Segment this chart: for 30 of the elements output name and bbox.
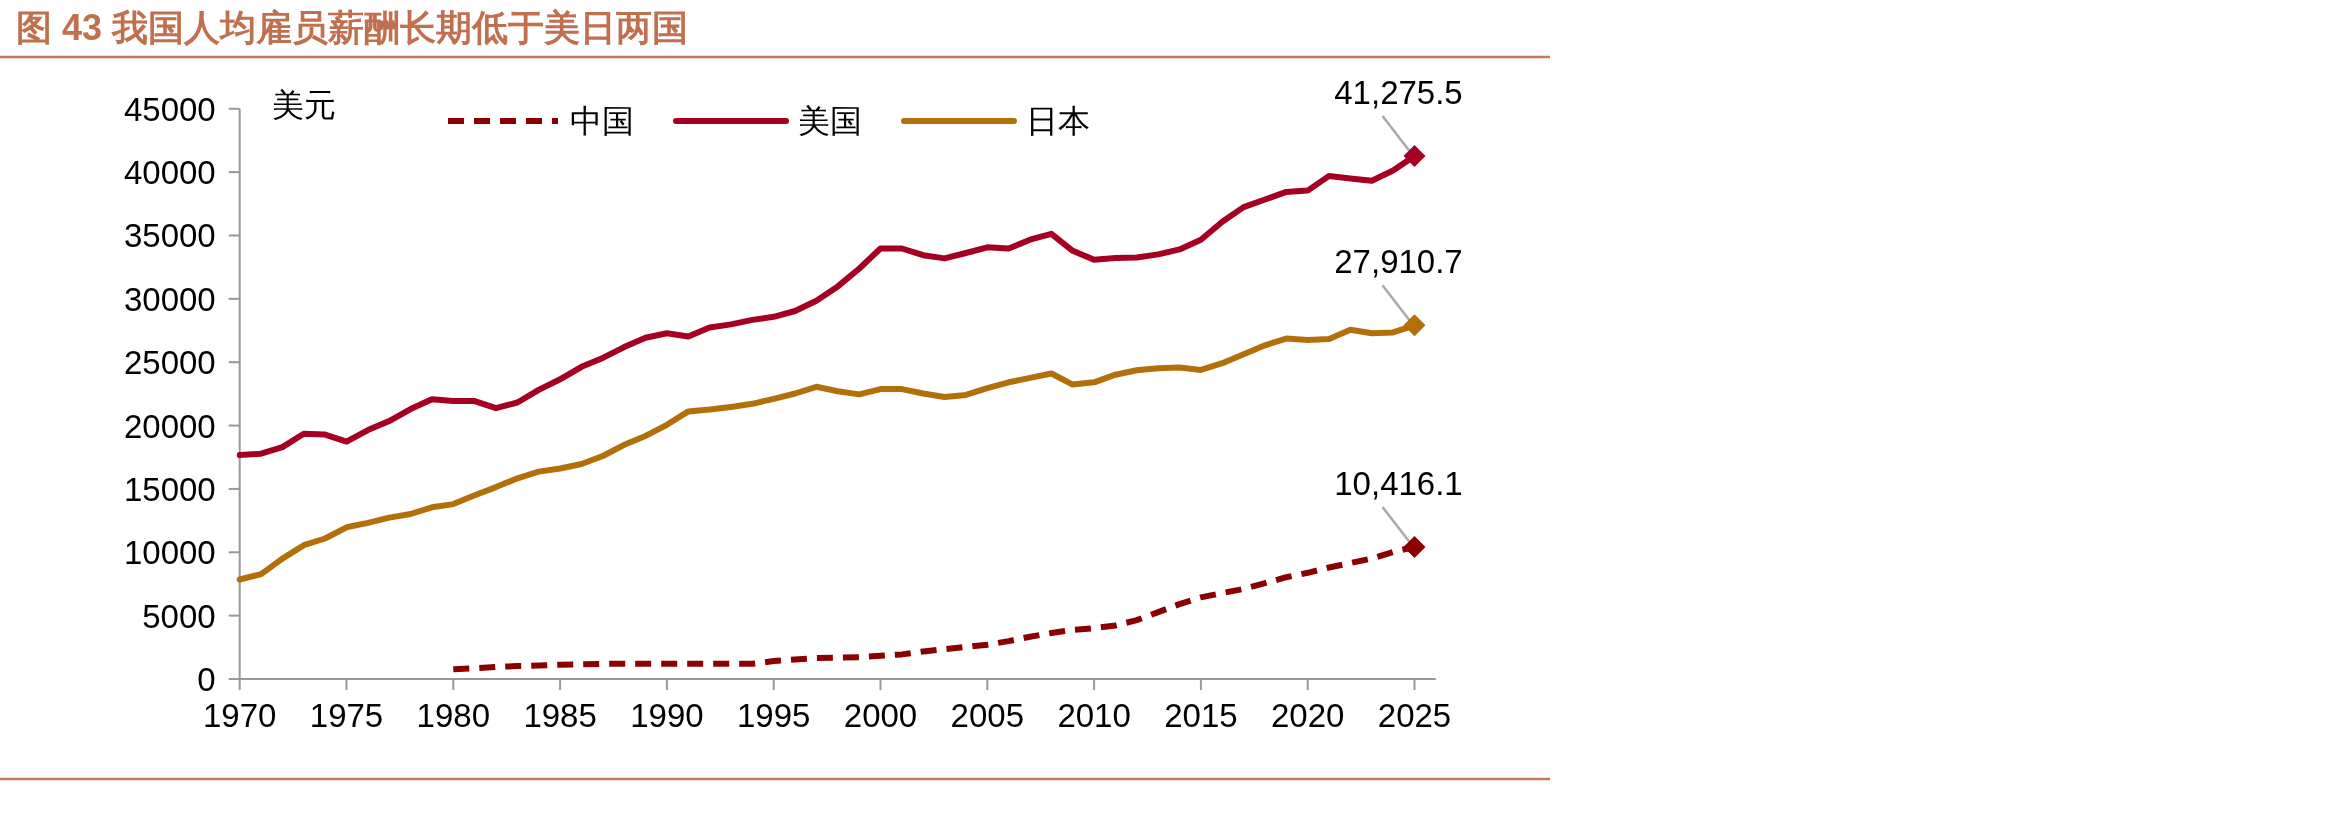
title: 图 43 我国人均雇员薪酬长期低于美日两国 [16, 7, 689, 48]
x-tick-label: 1970 [202, 697, 277, 734]
x-tick-label: 2015 [1164, 697, 1238, 734]
x-tick-label: 2000 [843, 697, 918, 734]
ylabel: 美元 [272, 87, 336, 123]
x-tick-label: 1980 [416, 697, 491, 734]
y-tick-label: 25000 [123, 344, 216, 382]
x-tick-label: 2025 [1377, 697, 1452, 734]
data-label: 41,275.5 [1334, 73, 1463, 111]
x-tick-label: 2010 [1057, 697, 1131, 734]
x-tick-label: 1985 [523, 697, 597, 734]
y-tick-label: 15000 [123, 470, 216, 508]
legend-label: 中国 [570, 103, 634, 139]
data-label: 10,416.1 [1334, 465, 1463, 502]
y-tick-label: 5000 [142, 597, 216, 635]
x-tick-label: 1995 [736, 697, 811, 734]
x-tick-label: 1975 [309, 697, 384, 734]
x-tick-label: 2020 [1270, 697, 1345, 734]
y-tick-label: 45000 [123, 90, 216, 128]
legend-label: 美国 [798, 103, 862, 139]
x-tick-label: 2005 [950, 697, 1025, 734]
data-label: 27,910.7 [1334, 243, 1463, 281]
y-tick-label: 35000 [123, 217, 216, 255]
y-tick-label: 10000 [123, 534, 216, 572]
legend-label: 日本 [1026, 103, 1090, 139]
y-tick-label: 40000 [123, 154, 216, 192]
y-tick-label: 30000 [123, 280, 216, 318]
x-tick-label: 1990 [630, 697, 704, 734]
y-tick-label: 20000 [123, 407, 216, 445]
y-tick-label: 0 [197, 661, 216, 698]
